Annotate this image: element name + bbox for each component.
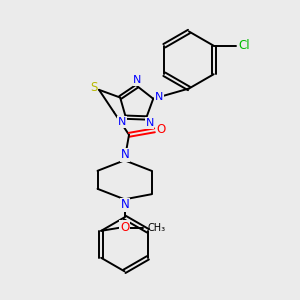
Text: S: S xyxy=(90,82,98,94)
Text: O: O xyxy=(120,221,129,234)
Text: N: N xyxy=(121,198,130,211)
Text: N: N xyxy=(146,118,154,128)
Text: N: N xyxy=(118,117,126,127)
Text: N: N xyxy=(121,148,130,161)
Text: N: N xyxy=(133,75,142,85)
Text: N: N xyxy=(155,92,163,102)
Text: CH₃: CH₃ xyxy=(147,223,165,233)
Text: Cl: Cl xyxy=(239,39,250,52)
Text: O: O xyxy=(157,123,166,136)
